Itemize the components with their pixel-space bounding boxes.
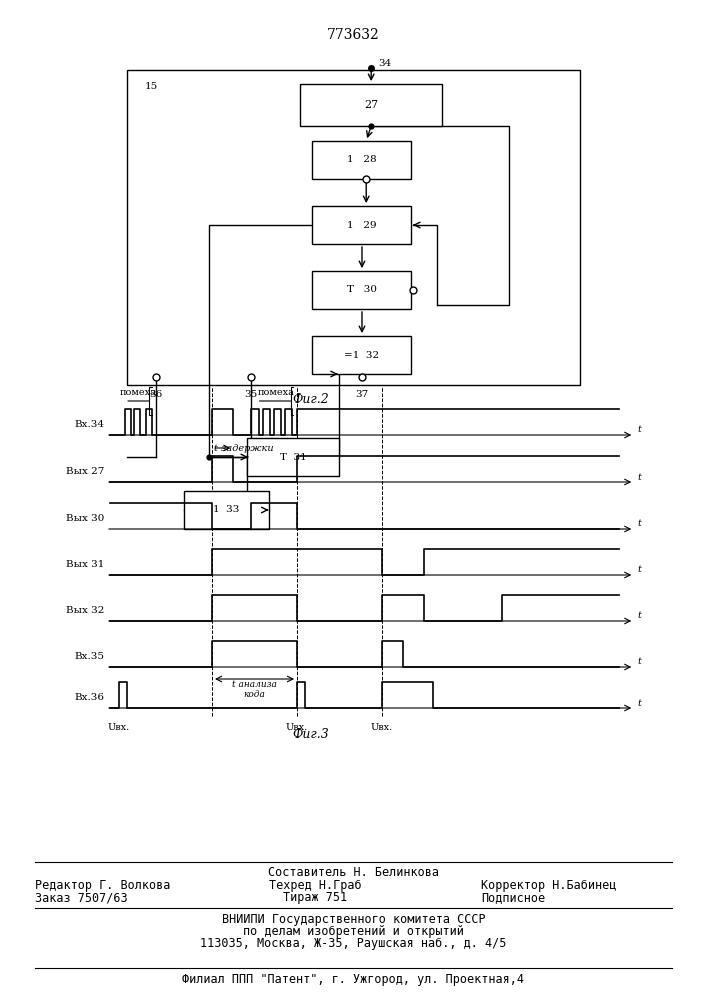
Text: t: t (638, 611, 641, 620)
Text: Вх.34: Вх.34 (75, 420, 105, 429)
Text: Тираж 751: Тираж 751 (283, 892, 347, 904)
Bar (312, 141, 411, 179)
Text: помеха: помеха (120, 388, 157, 397)
Text: Вых 32: Вых 32 (66, 606, 105, 615)
Text: t задержки: t задержки (214, 444, 273, 453)
Bar (247, 438, 339, 476)
Text: t: t (638, 426, 641, 434)
Text: Составитель Н. Белинкова: Составитель Н. Белинкова (268, 866, 439, 880)
Bar (312, 336, 411, 374)
Bar (300, 84, 442, 126)
Bar (184, 491, 269, 529)
Text: по делам изобретений и открытий: по делам изобретений и открытий (243, 926, 464, 938)
Text: 35: 35 (245, 390, 257, 399)
Text: 113035, Москва, Ж-35, Раушская наб., д. 4/5: 113035, Москва, Ж-35, Раушская наб., д. … (200, 938, 507, 950)
Text: 27: 27 (364, 100, 378, 110)
Text: 36: 36 (149, 390, 162, 399)
Text: ВНИИПИ Государственного комитета СССР: ВНИИПИ Государственного комитета СССР (222, 914, 485, 926)
Bar (127, 70, 580, 385)
Text: Фиг.3: Фиг.3 (293, 728, 329, 741)
Text: t: t (638, 658, 641, 666)
Text: Вых 31: Вых 31 (66, 560, 105, 569)
Text: Вх.35: Вх.35 (75, 652, 105, 661)
Text: Uвх.: Uвх. (286, 723, 308, 732)
Text: 1   29: 1 29 (347, 221, 377, 230)
Bar (312, 206, 411, 244)
Text: Uвх.: Uвх. (107, 723, 130, 732)
Text: Вых 30: Вых 30 (66, 514, 105, 523)
Text: 15: 15 (145, 82, 158, 91)
Text: T  31: T 31 (280, 452, 307, 462)
Text: Uвх.: Uвх. (370, 723, 393, 732)
Text: Редактор Г. Волкова: Редактор Г. Волкова (35, 879, 170, 892)
Text: Заказ 7507/63: Заказ 7507/63 (35, 892, 128, 904)
Text: 37: 37 (356, 390, 368, 399)
Text: Подписное: Подписное (481, 892, 545, 904)
Text: t: t (638, 698, 641, 708)
Text: t: t (638, 566, 641, 574)
Text: T   30: T 30 (347, 286, 377, 294)
Bar (312, 271, 411, 309)
Text: помеха: помеха (257, 388, 294, 397)
Text: Корректор Н.Бабинец: Корректор Н.Бабинец (481, 879, 616, 892)
Text: Фиг.2: Фиг.2 (293, 393, 329, 406)
Text: 773632: 773632 (327, 28, 380, 42)
Text: Филиал ППП "Патент", г. Ужгород, ул. Проектная,4: Филиал ППП "Патент", г. Ужгород, ул. Про… (182, 974, 525, 986)
Text: t: t (638, 473, 641, 482)
Text: Техред Н.Граб: Техред Н.Граб (269, 879, 361, 892)
Text: t анализа
кода: t анализа кода (232, 680, 277, 699)
Text: =1  32: =1 32 (344, 351, 380, 360)
Text: 1   28: 1 28 (347, 155, 377, 164)
Text: 34: 34 (378, 58, 392, 68)
Text: 1  33: 1 33 (213, 506, 240, 514)
Text: t: t (638, 520, 641, 528)
Text: Вых 27: Вых 27 (66, 467, 105, 476)
Text: Вх.36: Вх.36 (75, 693, 105, 702)
